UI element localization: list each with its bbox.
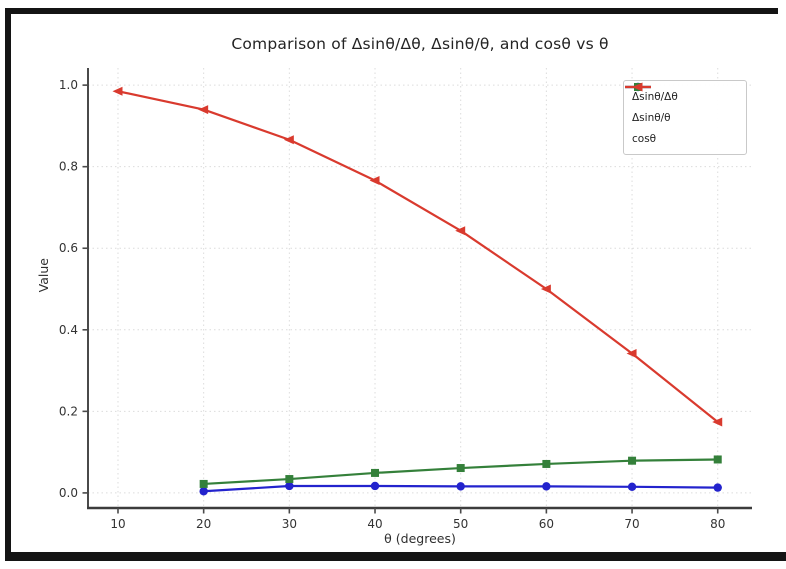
y-tick-label: 0.2: [59, 404, 78, 418]
x-tick-label: 10: [110, 517, 125, 531]
series-1: [199, 455, 722, 488]
x-tick-label: 80: [710, 517, 725, 531]
axes-spines: [87, 68, 752, 510]
y-axis-label: Value: [36, 258, 51, 293]
legend-item: cosθ: [625, 82, 738, 149]
y-tick-label: 1.0: [59, 78, 78, 92]
x-tick-label: 20: [196, 517, 211, 531]
figure-border-bottom: [5, 552, 786, 561]
x-tick-label: 70: [624, 517, 639, 531]
x-tick-label: 30: [282, 517, 297, 531]
legend: Δsinθ/Δθ Δsinθ/θ cosθ: [623, 80, 747, 155]
series-lines: [112, 86, 723, 496]
y-tick-label: 0.8: [59, 160, 78, 174]
x-tick-label: 60: [539, 517, 554, 531]
tick-labels: 10 20 30 40 50 60 70 80 0.0 0.2 0.4 0.6 0.8 1.0: [59, 78, 725, 531]
x-tick-label: 50: [453, 517, 468, 531]
y-tick-label: 0.0: [59, 486, 78, 500]
legend-label: cosθ: [632, 132, 657, 145]
y-tick-label: 0.6: [59, 241, 78, 255]
legend-triangle-marker-icon: [625, 82, 651, 92]
series-2: [112, 86, 723, 427]
figure-border-left: [5, 8, 11, 561]
figure-border-top: [5, 8, 778, 14]
y-tick-label: 0.4: [59, 323, 78, 337]
legend-label: Δsinθ/Δθ: [632, 90, 678, 103]
x-axis-label: θ (degrees): [384, 531, 456, 546]
chart-title: Comparison of Δsinθ/Δθ, Δsinθ/θ, and cos…: [231, 35, 609, 53]
series-0: [199, 481, 722, 496]
legend-item: Δsinθ/θ: [625, 83, 738, 128]
legend-label: Δsinθ/θ: [632, 111, 671, 124]
x-tick-label: 40: [367, 517, 382, 531]
